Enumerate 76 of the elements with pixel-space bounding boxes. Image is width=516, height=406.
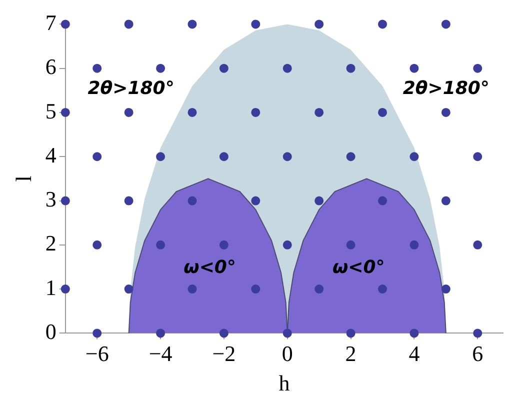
point — [314, 108, 324, 117]
point — [441, 284, 450, 294]
point — [219, 328, 228, 338]
point — [410, 152, 419, 162]
point — [60, 196, 70, 206]
y-tick-label: 1 — [45, 274, 56, 300]
y-tick-label: 0 — [45, 318, 56, 344]
point — [156, 152, 166, 162]
point — [473, 328, 482, 338]
point — [219, 152, 228, 162]
x-tick-label: −6 — [85, 341, 109, 366]
point — [92, 64, 102, 73]
x-tick-label: 6 — [472, 341, 484, 366]
y-tick-label: 4 — [45, 142, 56, 168]
y-axis-title: l — [10, 176, 36, 182]
point — [188, 20, 197, 29]
point — [92, 152, 102, 162]
y-tick-label: 2 — [45, 230, 56, 256]
point — [314, 20, 324, 29]
point — [188, 108, 197, 117]
point — [473, 152, 482, 162]
x-tick-label: −2 — [212, 341, 236, 366]
point — [346, 240, 356, 250]
point — [219, 64, 228, 73]
x-axis-title: h — [278, 370, 290, 396]
point — [219, 240, 228, 250]
point — [282, 240, 292, 250]
point — [441, 196, 450, 206]
point — [156, 328, 166, 338]
annotation: ω<0° — [332, 256, 385, 278]
x-tick-label: 2 — [345, 341, 356, 366]
point — [473, 64, 482, 73]
x-tick-label: 0 — [282, 341, 293, 366]
point — [441, 108, 450, 117]
annotation: ω<0° — [184, 256, 236, 278]
point — [156, 240, 166, 250]
x-tick-label: −4 — [148, 341, 172, 366]
point — [410, 64, 419, 73]
point — [473, 240, 482, 250]
point — [124, 196, 134, 206]
point — [314, 284, 324, 294]
point — [346, 64, 356, 73]
point — [378, 284, 387, 294]
annotation: 2θ>180° — [88, 78, 174, 99]
point — [251, 108, 260, 117]
point — [378, 20, 387, 29]
point — [282, 328, 292, 338]
point — [251, 196, 260, 206]
point — [60, 108, 70, 117]
point — [346, 152, 356, 162]
point — [124, 108, 134, 117]
point — [156, 64, 166, 73]
point — [441, 20, 450, 29]
point — [124, 284, 134, 294]
point — [282, 64, 292, 73]
point — [60, 284, 70, 294]
point — [410, 328, 419, 338]
x-tick-label: 4 — [408, 341, 420, 366]
point — [188, 196, 197, 206]
point — [188, 284, 197, 294]
y-tick-label: 6 — [45, 54, 56, 80]
annotation: 2θ>180° — [402, 78, 490, 99]
point — [378, 108, 387, 117]
point — [92, 240, 102, 250]
point — [251, 20, 260, 29]
point — [124, 20, 134, 29]
point — [314, 196, 324, 206]
point — [282, 152, 292, 162]
y-tick-label: 5 — [45, 98, 56, 124]
point — [92, 328, 102, 338]
point — [346, 328, 356, 338]
point — [251, 284, 260, 294]
point — [410, 240, 419, 250]
point — [378, 196, 387, 206]
y-tick-label: 7 — [45, 10, 56, 35]
y-tick-label: 3 — [45, 186, 56, 212]
